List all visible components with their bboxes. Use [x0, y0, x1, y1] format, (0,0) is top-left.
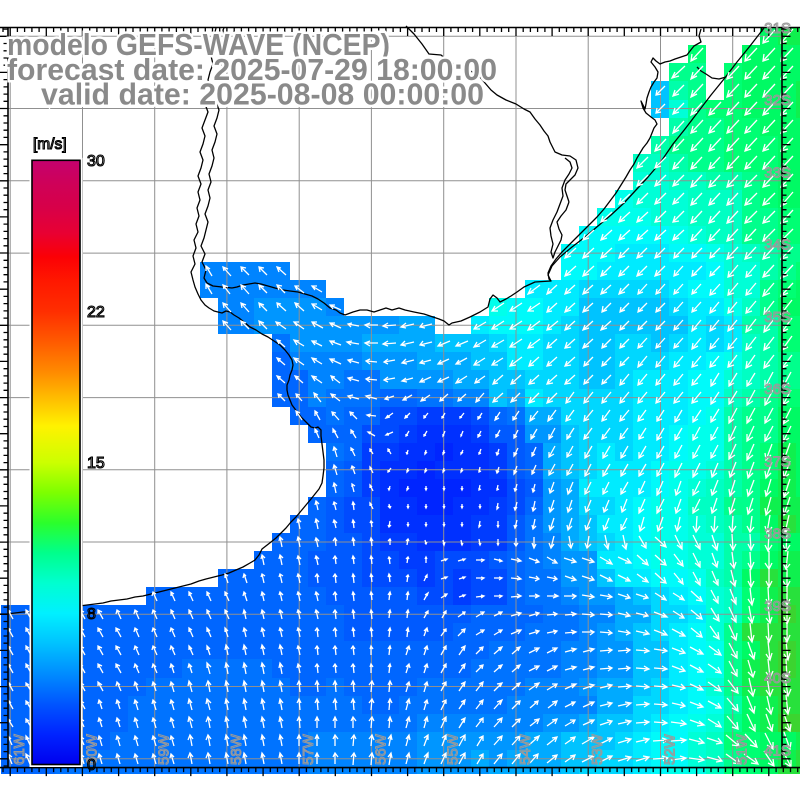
- svg-text:8: 8: [87, 606, 96, 623]
- svg-text:modelo GEFS-WAVE (NCEP): modelo GEFS-WAVE (NCEP): [7, 27, 390, 62]
- svg-text:30: 30: [87, 153, 105, 170]
- svg-text:51W: 51W: [734, 733, 751, 765]
- svg-text:57W: 57W: [300, 733, 317, 765]
- svg-text:38S: 38S: [764, 526, 791, 543]
- svg-text:58W: 58W: [228, 733, 245, 765]
- svg-text:52W: 52W: [662, 733, 679, 765]
- svg-text:53W: 53W: [589, 733, 606, 765]
- svg-text:37S: 37S: [764, 453, 791, 470]
- svg-text:59W: 59W: [156, 733, 173, 765]
- svg-text:31S: 31S: [764, 20, 791, 37]
- svg-text:valid date: 2025-08-08 00:00:0: valid date: 2025-08-08 00:00:00: [41, 77, 484, 112]
- svg-text:32S: 32S: [764, 92, 791, 109]
- svg-text:34S: 34S: [764, 237, 791, 254]
- svg-text:forecast date: 2025-07-29 18:0: forecast date: 2025-07-29 18:00:00: [7, 52, 497, 87]
- svg-text:41S: 41S: [764, 742, 791, 759]
- svg-text:0: 0: [87, 757, 96, 774]
- svg-text:35S: 35S: [764, 309, 791, 326]
- svg-text:56W: 56W: [372, 733, 389, 765]
- svg-text:61W: 61W: [11, 733, 28, 765]
- svg-text:55W: 55W: [445, 733, 462, 765]
- svg-text:40S: 40S: [764, 670, 791, 687]
- svg-text:15: 15: [87, 455, 105, 472]
- svg-text:60W: 60W: [84, 733, 101, 765]
- svg-text:39S: 39S: [764, 598, 791, 615]
- svg-text:[m/s]: [m/s]: [33, 136, 67, 153]
- svg-text:22: 22: [87, 304, 105, 321]
- svg-text:36S: 36S: [764, 381, 791, 398]
- svg-text:33S: 33S: [764, 164, 791, 181]
- svg-text:54W: 54W: [517, 733, 534, 765]
